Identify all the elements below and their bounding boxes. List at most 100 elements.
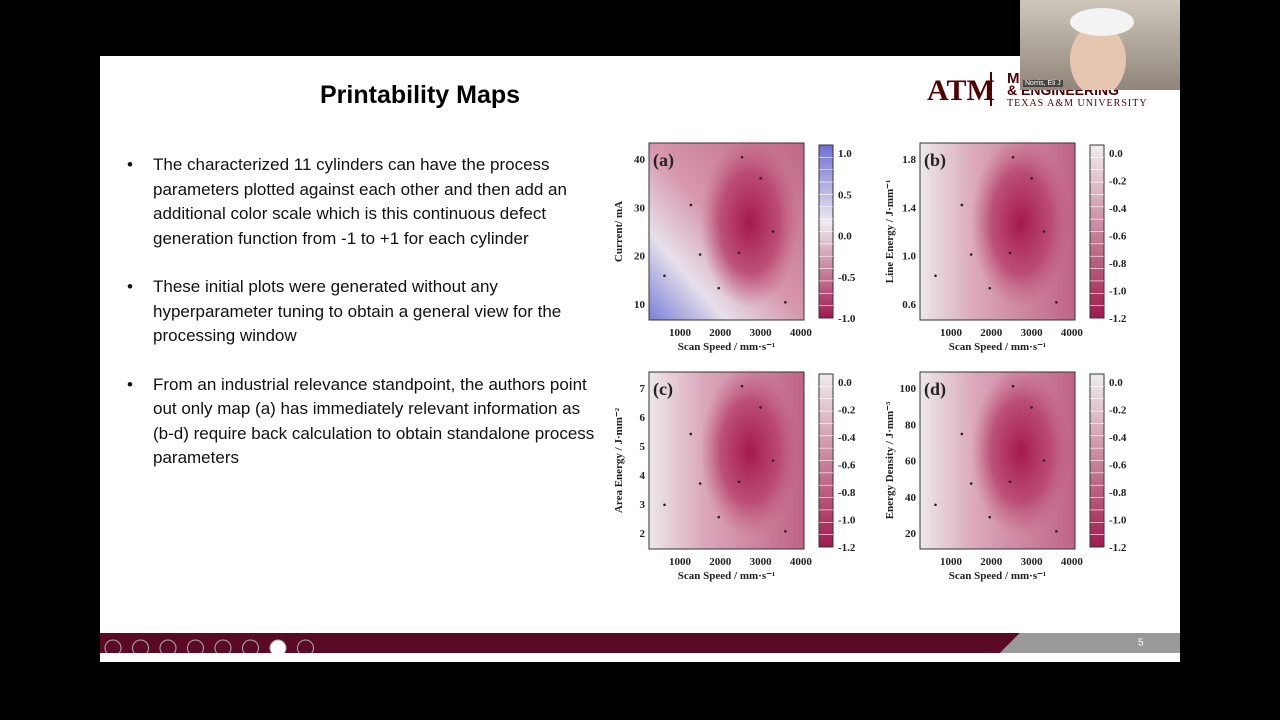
colorbar-tick-label: 0.0 [1109,377,1123,389]
nav-button[interactable] [104,639,122,653]
sample-point [740,155,744,159]
sample-point [717,286,721,290]
sample-point [771,230,775,233]
colorbar-tick-label: -1.2 [1109,542,1127,554]
nav-button[interactable] [159,639,177,653]
x-tick-label: 3000 [1021,556,1044,568]
slide-title: Printability Maps [320,81,521,109]
colorbar-tick-label: -0.8 [838,487,856,499]
nav-button[interactable] [132,639,149,653]
sample-point [934,274,937,278]
x-axis-label: Scan Speed / mm·s⁻¹ [949,341,1046,353]
nav-button[interactable] [269,639,287,653]
sample-point [934,503,937,507]
sample-point [698,482,702,485]
bullet-list: The characterized 11 cylinders can have … [125,153,605,495]
contour-core [971,366,1071,537]
bullet: From an industrial relevance standpoint,… [125,373,605,471]
y-tick-label: 1.4 [902,202,916,214]
nav-button[interactable] [214,639,232,653]
sample-point [969,482,973,485]
nav-button[interactable] [187,639,204,653]
y-tick-label: 40 [634,154,646,166]
y-tick-label: 5 [640,441,646,453]
nav-bar [100,633,1020,653]
x-tick-label: 2000 [980,556,1003,568]
number-bar [1000,633,1180,653]
sample-point [1011,384,1015,388]
y-tick-label: 100 [900,383,917,395]
sample-point [1055,301,1058,304]
y-tick-label: 10 [634,299,646,311]
sample-point [1008,251,1012,255]
sample-point [689,432,693,436]
colorbar-tick-label: -1.0 [1109,286,1127,298]
y-tick-label: 2 [640,528,646,540]
sample-point [1008,480,1012,484]
panel-label: (d) [924,379,946,400]
sample-point [1011,155,1015,159]
y-tick-label: 7 [640,383,646,395]
slide: Printability Maps The characterized 11 c… [100,56,1180,662]
x-tick-label: 4000 [790,327,813,339]
sample-point [737,480,741,484]
sample-point [784,530,787,533]
webcam-image [1070,8,1134,90]
colorbar-tick-label: -0.2 [838,405,856,417]
x-tick-label: 1000 [940,327,963,339]
panel-label: (c) [653,379,673,400]
sample-point [771,459,775,462]
bullet: The characterized 11 cylinders can have … [125,153,605,251]
x-tick-label: 2000 [980,327,1003,339]
y-tick-label: 60 [905,456,917,468]
x-tick-label: 1000 [940,556,963,568]
y-tick-label: 20 [634,251,646,263]
y-tick-label: 1.0 [902,251,916,263]
x-tick-label: 3000 [750,556,773,568]
colorbar-tick-label: -1.0 [838,313,856,325]
x-tick-label: 3000 [750,327,773,339]
x-tick-label: 2000 [709,556,732,568]
logo-line: TEXAS A&M UNIVERSITY [1007,98,1148,109]
sample-point [698,253,702,256]
y-tick-label: 3 [640,499,646,511]
contour-core [700,137,800,308]
sample-point [1042,230,1046,233]
x-tick-label: 2000 [709,327,732,339]
y-tick-label: 6 [640,412,646,424]
y-axis-label: Line Energy / J·mm⁻¹ [884,180,896,284]
x-axis-label: Scan Speed / mm·s⁻¹ [678,570,775,582]
colorbar-tick-label: -1.0 [838,515,856,527]
sample-point [1055,530,1058,533]
cap [1070,8,1134,36]
sample-point [759,406,762,409]
logo-line: M [1007,70,1020,87]
x-axis-label: Scan Speed / mm·s⁻¹ [678,341,775,353]
y-axis-label: Current/ mA [613,201,625,262]
nav-button[interactable] [242,639,259,653]
colorbar-tick-label: -0.6 [838,460,856,472]
x-tick-label: 4000 [1061,556,1084,568]
nav-button[interactable] [297,639,314,653]
panel-label: (a) [653,150,674,171]
sample-point [969,253,973,256]
y-tick-label: 20 [905,528,917,540]
colorbar-tick-label: -0.6 [1109,460,1127,472]
sample-point [663,274,666,278]
colorbar-tick-label: 1.0 [838,148,852,160]
y-tick-label: 4 [640,470,646,482]
colorbar-tick-label: 0.0 [1109,148,1123,160]
colorbar-tick-label: 0.5 [838,189,852,201]
contour-core [700,366,800,537]
colorbar-tick-label: -0.5 [838,272,856,284]
y-tick-label: 80 [905,419,917,431]
colorbar-tick-label: -1.0 [1109,515,1127,527]
y-tick-label: 40 [905,492,917,504]
sample-point [1030,177,1033,180]
colorbar-tick-label: -0.4 [1109,432,1127,444]
bullet: These initial plots were generated witho… [125,275,605,349]
y-tick-label: 0.6 [902,299,916,311]
colorbar-tick-label: -0.2 [1109,176,1127,188]
page-number: 5 [1138,638,1144,649]
participant-name: Norris, Eli J [1023,80,1063,87]
